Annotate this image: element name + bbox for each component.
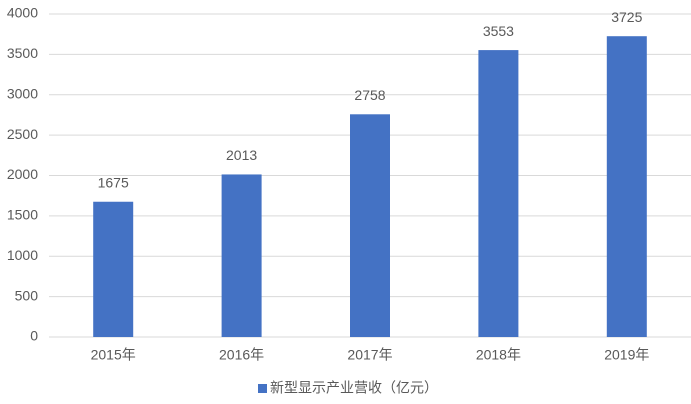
y-tick-label: 1000 [7,247,38,263]
y-tick-label: 4000 [7,5,38,21]
bar [350,114,390,337]
y-tick-label: 1500 [7,207,38,223]
bar [93,201,134,337]
y-tick-label: 2000 [7,166,38,182]
x-tick-label: 2019年 [604,347,649,363]
y-tick-label: 3000 [7,85,38,101]
data-label: 3553 [483,23,514,39]
data-label: 2013 [226,147,257,163]
y-tick-label: 3500 [7,45,38,61]
bar [606,36,647,338]
x-tick-label: 2015年 [91,347,136,363]
data-label: 1675 [98,174,129,190]
bar [221,174,262,337]
y-tick-label: 0 [30,328,38,344]
x-tick-label: 2017年 [347,347,392,363]
x-tick-label: 2018年 [476,347,521,363]
bar [478,50,519,338]
legend-label: 新型显示产业营收（亿元） [270,380,438,396]
x-tick-label: 2016年 [219,347,264,363]
y-tick-label: 500 [15,287,39,303]
data-label: 3725 [611,9,642,25]
y-tick-label: 2500 [7,126,38,142]
legend-swatch [258,384,267,393]
data-label: 2758 [354,87,385,103]
